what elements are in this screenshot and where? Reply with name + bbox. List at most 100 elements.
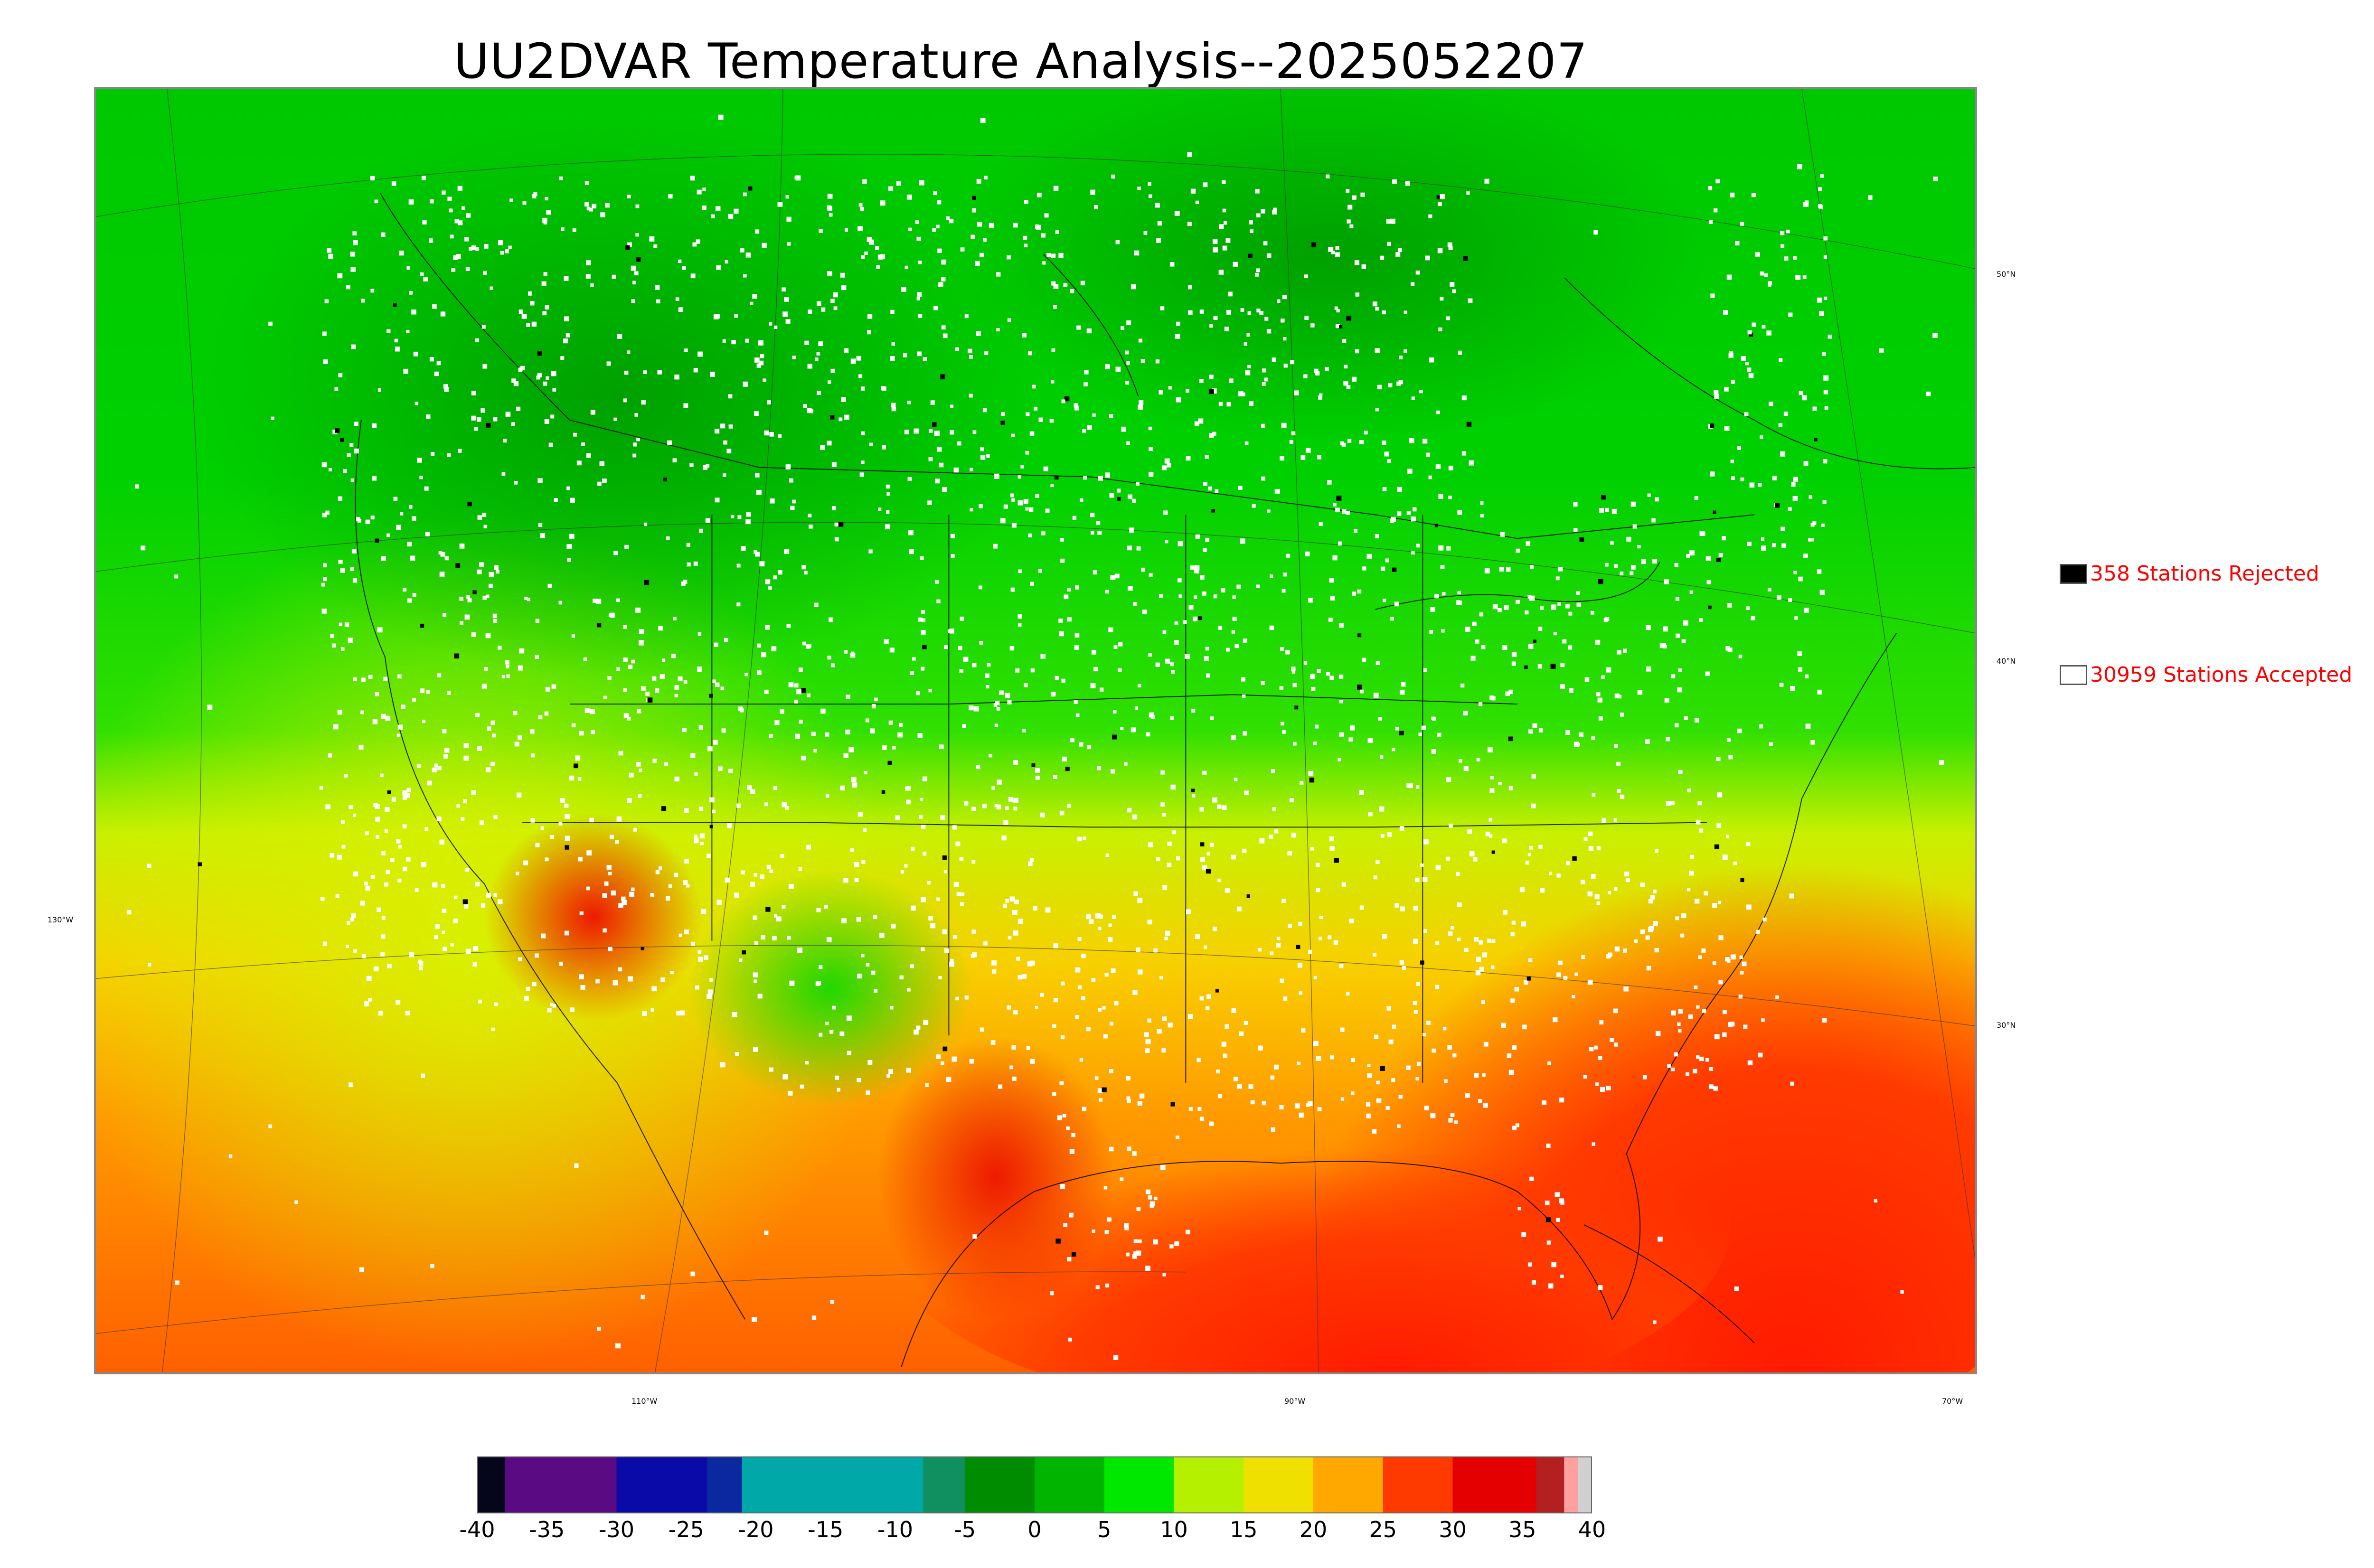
station-accepted xyxy=(616,667,620,671)
station-accepted xyxy=(1159,976,1163,980)
station-accepted xyxy=(805,1061,809,1065)
station-accepted xyxy=(914,428,919,434)
station-accepted xyxy=(635,204,640,208)
station-accepted xyxy=(1241,392,1245,396)
station-accepted xyxy=(1044,213,1049,218)
station-accepted xyxy=(1374,1034,1379,1039)
station-accepted xyxy=(1217,878,1221,882)
station-accepted xyxy=(1820,174,1824,178)
station-accepted xyxy=(1481,1000,1485,1004)
station-accepted xyxy=(1213,247,1218,253)
station-accepted xyxy=(484,244,489,249)
station-accepted xyxy=(1197,1107,1202,1111)
station-accepted xyxy=(1822,500,1827,505)
station-accepted xyxy=(447,453,451,457)
station-accepted xyxy=(1630,565,1636,570)
station-accepted xyxy=(1213,594,1217,599)
station-accepted xyxy=(712,809,716,814)
station-accepted xyxy=(1008,936,1012,939)
station-accepted xyxy=(1653,890,1657,893)
station-accepted xyxy=(494,565,499,570)
station-accepted xyxy=(1142,609,1148,614)
station-accepted xyxy=(764,802,768,807)
station-accepted xyxy=(1595,639,1601,645)
station-accepted xyxy=(1803,201,1809,207)
station-accepted xyxy=(541,933,546,939)
station-accepted xyxy=(586,850,592,856)
station-accepted xyxy=(1069,1149,1074,1154)
station-accepted xyxy=(1138,404,1143,410)
station-accepted xyxy=(1126,320,1131,326)
station-accepted xyxy=(341,845,346,849)
station-accepted xyxy=(1401,682,1406,687)
station-accepted xyxy=(1095,913,1101,919)
station-accepted xyxy=(702,188,706,191)
station-accepted xyxy=(1565,604,1570,609)
station-accepted xyxy=(1244,790,1249,796)
station-accepted xyxy=(407,542,412,547)
station-accepted xyxy=(1366,554,1372,559)
station-accepted xyxy=(147,864,151,868)
station-accepted xyxy=(1556,1218,1560,1222)
station-accepted xyxy=(1740,971,1744,975)
station-accepted xyxy=(869,442,873,446)
station-accepted xyxy=(391,797,396,802)
station-rejected xyxy=(1740,878,1744,883)
station-accepted xyxy=(1620,794,1625,799)
station-accepted xyxy=(453,895,458,900)
station-accepted xyxy=(1689,550,1695,556)
station-accepted xyxy=(1175,333,1180,339)
station-accepted xyxy=(928,457,933,461)
station-accepted xyxy=(1271,1127,1275,1132)
station-accepted xyxy=(405,1011,410,1016)
station-accepted xyxy=(373,803,378,807)
station-accepted xyxy=(1355,349,1359,354)
station-accepted xyxy=(399,250,404,256)
station-accepted xyxy=(986,454,990,458)
station-accepted xyxy=(597,481,602,486)
station-accepted xyxy=(833,306,838,310)
station-accepted xyxy=(960,902,964,906)
station-accepted xyxy=(720,1062,725,1068)
station-accepted xyxy=(605,203,610,208)
station-accepted xyxy=(334,387,339,391)
station-accepted xyxy=(333,724,339,730)
station-accepted xyxy=(674,685,679,690)
station-accepted xyxy=(660,977,665,982)
station-accepted xyxy=(765,625,770,630)
station-accepted xyxy=(1349,919,1354,923)
station-accepted xyxy=(457,186,463,191)
station-accepted xyxy=(1149,712,1154,718)
station-accepted xyxy=(1109,1146,1114,1152)
station-accepted xyxy=(1671,1010,1676,1016)
station-accepted xyxy=(804,571,808,575)
station-accepted xyxy=(795,175,801,181)
station-accepted xyxy=(453,255,458,260)
station-accepted xyxy=(1283,363,1288,368)
station-accepted xyxy=(921,610,925,614)
station-accepted xyxy=(865,718,869,723)
station-rejected xyxy=(1064,396,1070,402)
station-accepted xyxy=(1463,711,1468,716)
station-accepted xyxy=(938,282,943,287)
station-accepted xyxy=(1005,693,1010,698)
station-accepted xyxy=(1368,812,1373,817)
station-accepted xyxy=(861,431,865,436)
station-accepted xyxy=(1223,221,1227,225)
station-accepted xyxy=(1810,740,1815,745)
station-accepted xyxy=(1596,692,1601,696)
station-accepted xyxy=(888,720,893,725)
station-accepted xyxy=(951,1056,957,1062)
station-accepted xyxy=(629,892,634,897)
station-rejected xyxy=(462,899,468,904)
station-accepted xyxy=(860,207,865,211)
station-accepted xyxy=(408,505,413,509)
station-accepted xyxy=(1452,1053,1457,1058)
station-accepted xyxy=(1071,1133,1075,1137)
station-accepted xyxy=(439,572,445,577)
station-accepted xyxy=(627,350,631,354)
station-accepted xyxy=(341,820,345,824)
station-accepted xyxy=(1075,713,1080,717)
station-accepted xyxy=(921,947,925,951)
station-accepted xyxy=(1501,1023,1506,1028)
